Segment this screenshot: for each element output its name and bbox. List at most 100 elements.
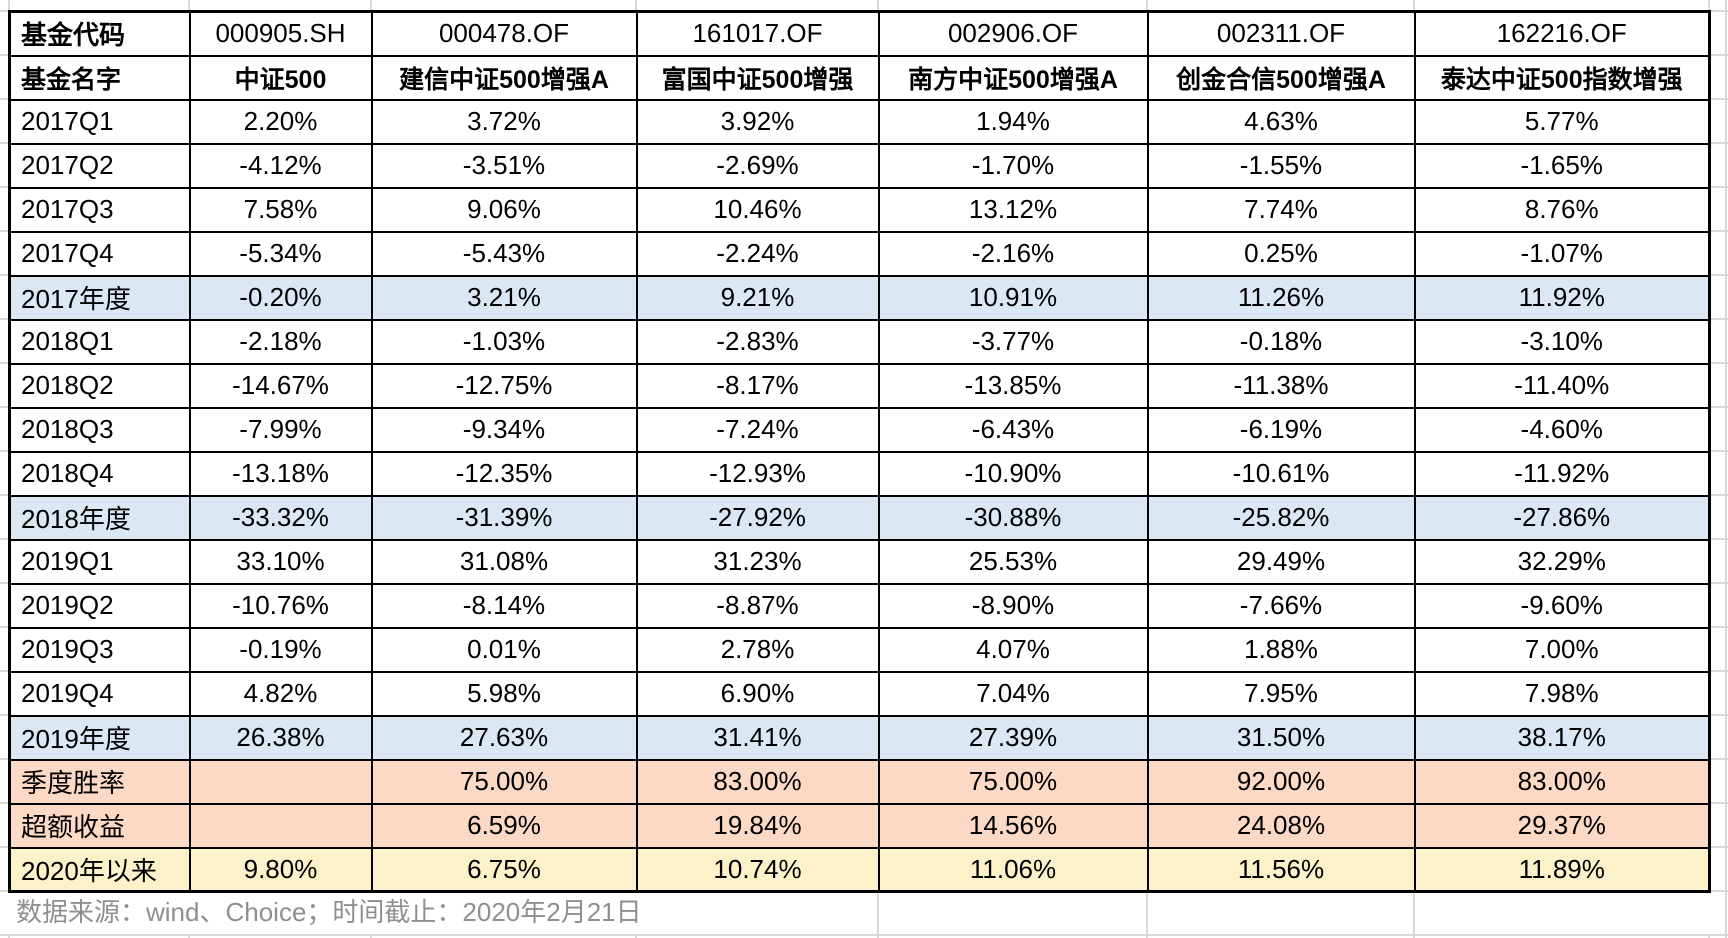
value-cell[interactable]: 13.12% xyxy=(877,186,1149,233)
data-source-note[interactable]: 数据来源：wind、Choice；时间截止：2020年2月21日 xyxy=(16,897,642,927)
row-label-cell[interactable]: 2017Q1 xyxy=(8,98,191,145)
value-cell[interactable]: 162216.OF xyxy=(1413,10,1711,57)
value-cell[interactable]: 27.39% xyxy=(877,714,1149,761)
row-label-cell[interactable]: 2018Q4 xyxy=(8,450,191,497)
value-cell[interactable]: 1.88% xyxy=(1146,626,1416,673)
value-cell[interactable]: 5.77% xyxy=(1413,98,1711,145)
value-cell[interactable]: 3.21% xyxy=(370,274,638,321)
value-cell[interactable]: 3.92% xyxy=(635,98,880,145)
value-cell[interactable]: -7.99% xyxy=(188,406,373,453)
value-cell[interactable]: 31.41% xyxy=(635,714,880,761)
value-cell[interactable]: 9.80% xyxy=(188,846,373,893)
value-cell[interactable]: -14.67% xyxy=(188,362,373,409)
value-cell[interactable]: -13.18% xyxy=(188,450,373,497)
value-cell[interactable]: 7.58% xyxy=(188,186,373,233)
row-label-cell[interactable]: 2019Q4 xyxy=(8,670,191,717)
value-cell[interactable]: 161017.OF xyxy=(635,10,880,57)
value-cell[interactable]: 建信中证500增强A xyxy=(370,54,638,101)
value-cell[interactable]: -6.43% xyxy=(877,406,1149,453)
value-cell[interactable]: 富国中证500增强 xyxy=(635,54,880,101)
row-label-cell[interactable]: 2020年以来 xyxy=(8,846,191,893)
row-label-cell[interactable]: 2019Q1 xyxy=(8,538,191,585)
value-cell[interactable]: -1.07% xyxy=(1413,230,1711,277)
value-cell[interactable]: 4.07% xyxy=(877,626,1149,673)
value-cell[interactable]: -31.39% xyxy=(370,494,638,541)
value-cell[interactable]: -1.55% xyxy=(1146,142,1416,189)
value-cell[interactable]: -8.14% xyxy=(370,582,638,629)
row-label-cell[interactable]: 2017Q4 xyxy=(8,230,191,277)
row-label-cell[interactable]: 2019Q2 xyxy=(8,582,191,629)
row-label-cell[interactable]: 2017Q2 xyxy=(8,142,191,189)
value-cell[interactable]: 31.08% xyxy=(370,538,638,585)
value-cell[interactable]: -27.86% xyxy=(1413,494,1711,541)
row-label-cell[interactable]: 2018Q3 xyxy=(8,406,191,453)
row-label-cell[interactable]: 基金名字 xyxy=(8,54,191,101)
value-cell[interactable]: -3.51% xyxy=(370,142,638,189)
row-label-cell[interactable]: 2017年度 xyxy=(8,274,191,321)
value-cell[interactable]: 5.98% xyxy=(370,670,638,717)
value-cell[interactable]: -0.20% xyxy=(188,274,373,321)
value-cell[interactable]: -1.65% xyxy=(1413,142,1711,189)
value-cell[interactable]: -12.75% xyxy=(370,362,638,409)
value-cell[interactable]: 002906.OF xyxy=(877,10,1149,57)
value-cell[interactable]: -0.19% xyxy=(188,626,373,673)
value-cell[interactable]: -8.17% xyxy=(635,362,880,409)
value-cell[interactable] xyxy=(188,758,373,805)
value-cell[interactable]: 7.04% xyxy=(877,670,1149,717)
value-cell[interactable]: -9.60% xyxy=(1413,582,1711,629)
value-cell[interactable]: -10.90% xyxy=(877,450,1149,497)
value-cell[interactable]: 10.46% xyxy=(635,186,880,233)
value-cell[interactable]: -7.66% xyxy=(1146,582,1416,629)
value-cell[interactable]: -0.18% xyxy=(1146,318,1416,365)
value-cell[interactable]: 25.53% xyxy=(877,538,1149,585)
row-label-cell[interactable]: 2018Q2 xyxy=(8,362,191,409)
value-cell[interactable]: -10.76% xyxy=(188,582,373,629)
value-cell[interactable]: 11.92% xyxy=(1413,274,1711,321)
row-label-cell[interactable]: 2019年度 xyxy=(8,714,191,761)
row-label-cell[interactable]: 2019Q3 xyxy=(8,626,191,673)
value-cell[interactable]: -25.82% xyxy=(1146,494,1416,541)
value-cell[interactable]: 000905.SH xyxy=(188,10,373,57)
value-cell[interactable]: -1.03% xyxy=(370,318,638,365)
value-cell[interactable]: 33.10% xyxy=(188,538,373,585)
value-cell[interactable]: -4.60% xyxy=(1413,406,1711,453)
value-cell[interactable]: -2.16% xyxy=(877,230,1149,277)
value-cell[interactable]: -11.38% xyxy=(1146,362,1416,409)
value-cell[interactable]: 11.26% xyxy=(1146,274,1416,321)
value-cell[interactable]: 泰达中证500指数增强 xyxy=(1413,54,1711,101)
value-cell[interactable]: -7.24% xyxy=(635,406,880,453)
value-cell[interactable]: 2.78% xyxy=(635,626,880,673)
value-cell[interactable]: -3.77% xyxy=(877,318,1149,365)
value-cell[interactable]: -10.61% xyxy=(1146,450,1416,497)
value-cell[interactable]: 83.00% xyxy=(635,758,880,805)
value-cell[interactable]: 中证500 xyxy=(188,54,373,101)
value-cell[interactable]: -3.10% xyxy=(1413,318,1711,365)
value-cell[interactable]: 7.00% xyxy=(1413,626,1711,673)
value-cell[interactable]: -11.40% xyxy=(1413,362,1711,409)
value-cell[interactable]: -13.85% xyxy=(877,362,1149,409)
value-cell[interactable]: -2.24% xyxy=(635,230,880,277)
value-cell[interactable]: -2.18% xyxy=(188,318,373,365)
value-cell[interactable]: 19.84% xyxy=(635,802,880,849)
value-cell[interactable]: -8.87% xyxy=(635,582,880,629)
value-cell[interactable]: 27.63% xyxy=(370,714,638,761)
value-cell[interactable] xyxy=(188,802,373,849)
value-cell[interactable]: -5.34% xyxy=(188,230,373,277)
value-cell[interactable]: 2.20% xyxy=(188,98,373,145)
value-cell[interactable]: 6.59% xyxy=(370,802,638,849)
value-cell[interactable]: 0.01% xyxy=(370,626,638,673)
value-cell[interactable]: -12.35% xyxy=(370,450,638,497)
value-cell[interactable]: 000478.OF xyxy=(370,10,638,57)
value-cell[interactable]: 9.06% xyxy=(370,186,638,233)
value-cell[interactable]: 1.94% xyxy=(877,98,1149,145)
value-cell[interactable]: 31.50% xyxy=(1146,714,1416,761)
value-cell[interactable]: 8.76% xyxy=(1413,186,1711,233)
value-cell[interactable]: -33.32% xyxy=(188,494,373,541)
value-cell[interactable]: -2.69% xyxy=(635,142,880,189)
value-cell[interactable]: 92.00% xyxy=(1146,758,1416,805)
value-cell[interactable]: 24.08% xyxy=(1146,802,1416,849)
value-cell[interactable]: 31.23% xyxy=(635,538,880,585)
value-cell[interactable]: 83.00% xyxy=(1413,758,1711,805)
value-cell[interactable]: 7.98% xyxy=(1413,670,1711,717)
value-cell[interactable]: 9.21% xyxy=(635,274,880,321)
